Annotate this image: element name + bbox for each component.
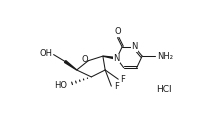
Text: F: F — [121, 75, 126, 84]
Text: F: F — [114, 82, 118, 91]
Text: HO: HO — [54, 81, 67, 90]
Text: O: O — [82, 55, 88, 64]
Text: N: N — [131, 42, 138, 51]
Polygon shape — [103, 56, 117, 59]
Text: O: O — [114, 27, 121, 36]
Text: NH₂: NH₂ — [157, 52, 173, 61]
Text: N: N — [114, 54, 120, 63]
Polygon shape — [65, 61, 77, 70]
Text: HCl: HCl — [156, 85, 172, 94]
Text: OH: OH — [40, 49, 53, 58]
